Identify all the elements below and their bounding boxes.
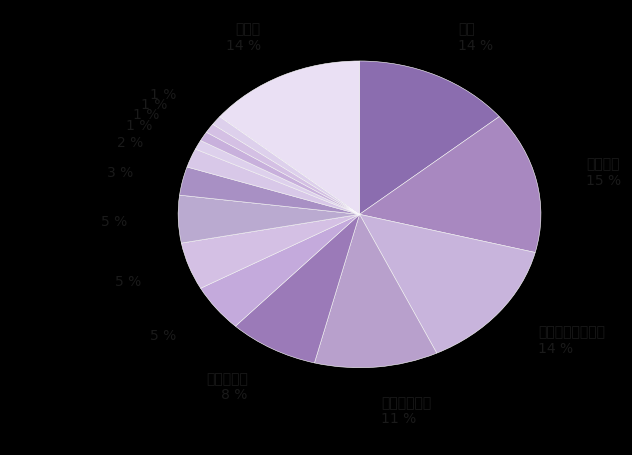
Text: 運輸・物流
8 %: 運輸・物流 8 % xyxy=(206,371,248,402)
Wedge shape xyxy=(360,117,541,253)
Text: 1 %: 1 % xyxy=(150,88,176,102)
Wedge shape xyxy=(235,215,360,363)
Text: 2 %: 2 % xyxy=(118,136,143,150)
Wedge shape xyxy=(207,125,360,215)
Wedge shape xyxy=(181,215,360,288)
Text: 3 %: 3 % xyxy=(107,165,133,179)
Text: 情報サービス
11 %: 情報サービス 11 % xyxy=(381,395,432,425)
Wedge shape xyxy=(315,215,437,368)
Text: 1 %: 1 % xyxy=(133,108,160,122)
Text: 生活関連サービス
14 %: 生活関連サービス 14 % xyxy=(538,325,605,355)
Wedge shape xyxy=(195,141,360,215)
Wedge shape xyxy=(200,215,360,326)
Text: 5 %: 5 % xyxy=(115,274,141,288)
Wedge shape xyxy=(360,62,499,215)
Wedge shape xyxy=(213,117,360,215)
Wedge shape xyxy=(220,62,360,215)
Wedge shape xyxy=(179,167,360,215)
Wedge shape xyxy=(187,150,360,215)
Text: 1 %: 1 % xyxy=(141,98,167,112)
Text: その他
14 %: その他 14 % xyxy=(226,23,260,53)
Wedge shape xyxy=(178,196,360,243)
Text: 卸・小売
15 %: 卸・小売 15 % xyxy=(586,157,621,187)
Wedge shape xyxy=(360,215,535,354)
Text: 教員
14 %: 教員 14 % xyxy=(458,23,494,53)
Text: 5 %: 5 % xyxy=(101,214,128,228)
Text: 5 %: 5 % xyxy=(150,328,176,342)
Text: 1 %: 1 % xyxy=(126,119,153,133)
Wedge shape xyxy=(200,133,360,215)
